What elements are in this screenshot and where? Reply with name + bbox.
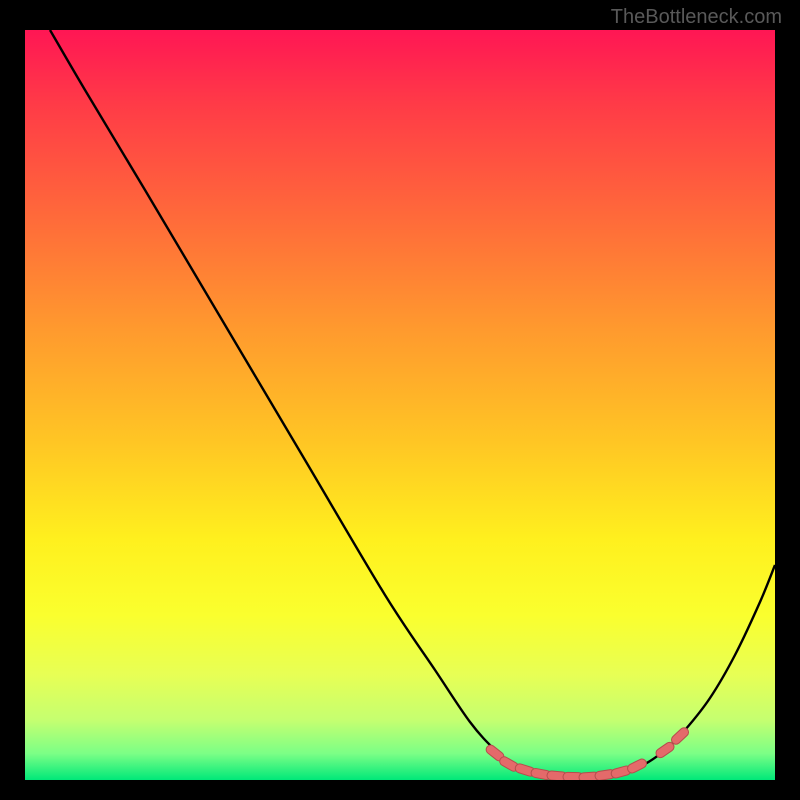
chart-svg — [25, 30, 775, 780]
highlight-markers — [491, 732, 684, 777]
chart-plot-area — [25, 30, 775, 780]
watermark-text: TheBottleneck.com — [611, 6, 782, 29]
bottleneck-curve — [50, 30, 775, 778]
